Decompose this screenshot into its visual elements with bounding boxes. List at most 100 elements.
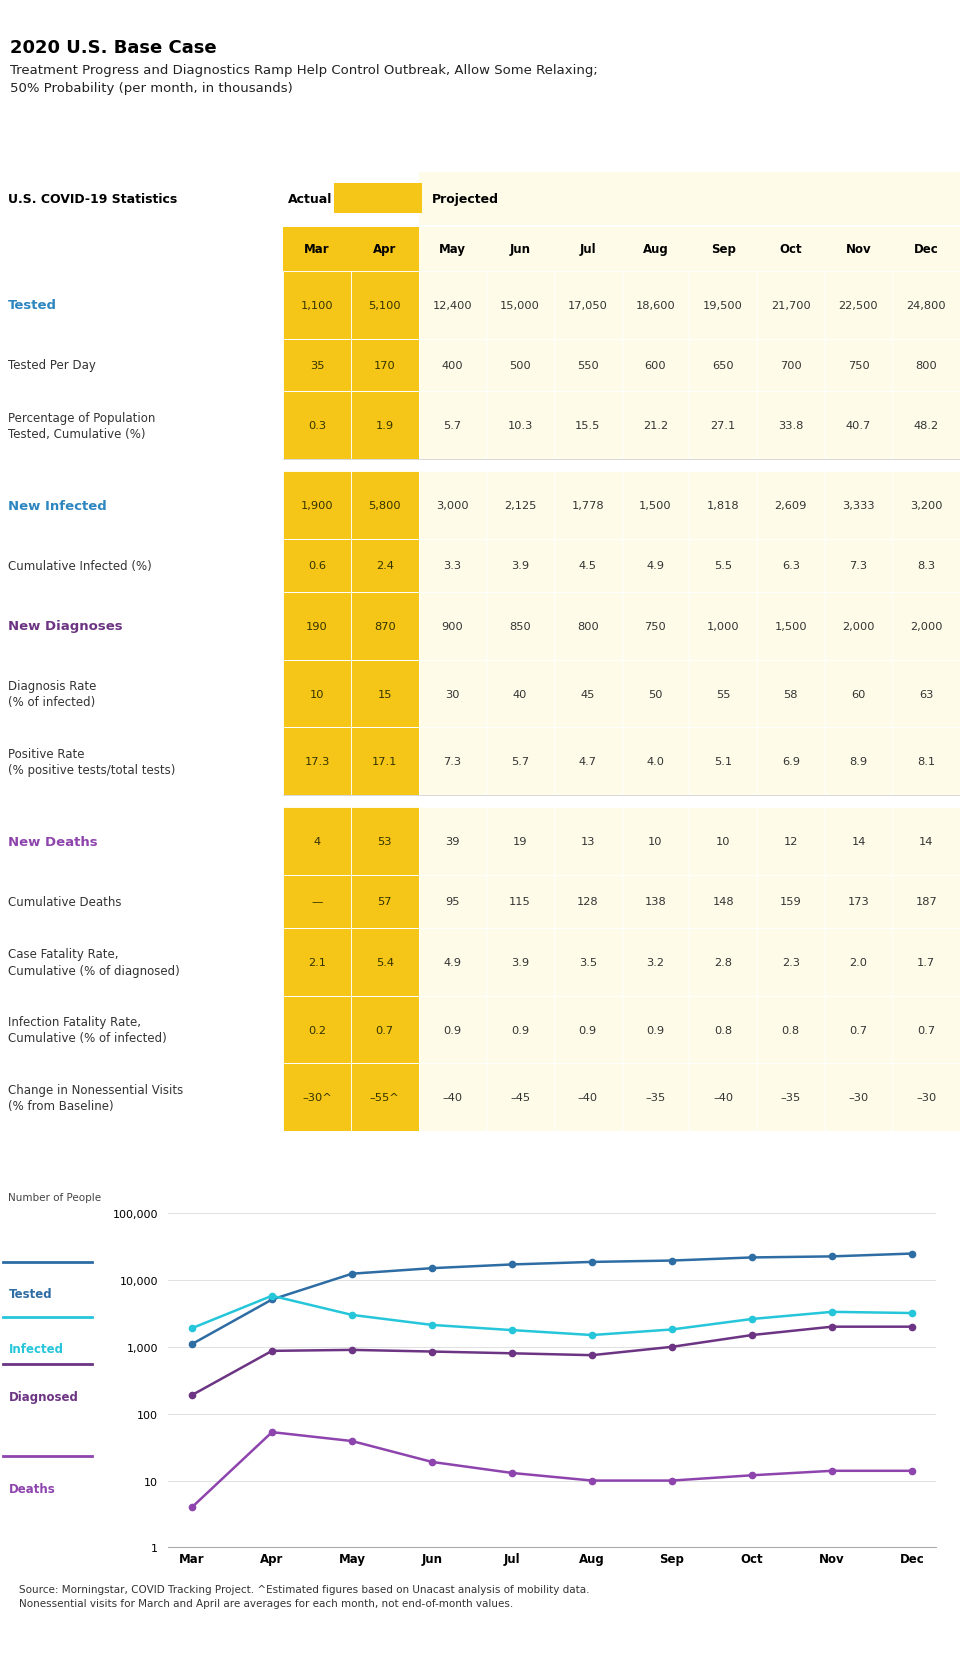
Bar (419, 473, 486, 539)
Text: 4.5: 4.5 (579, 561, 597, 571)
Bar (689, 661, 756, 727)
Bar (621, 727, 689, 795)
Text: 1,500: 1,500 (775, 621, 807, 631)
Text: New Diagnoses: New Diagnoses (8, 621, 122, 632)
Text: 50: 50 (648, 689, 662, 699)
Text: 2,000: 2,000 (910, 621, 943, 631)
Bar (689, 539, 756, 592)
Bar (419, 875, 486, 929)
Text: 650: 650 (712, 361, 734, 371)
Bar (554, 539, 621, 592)
Text: Infected: Infected (9, 1343, 63, 1356)
Bar (419, 539, 486, 592)
Text: 12: 12 (783, 837, 798, 847)
Bar (486, 727, 554, 795)
Bar (419, 228, 960, 271)
Bar (419, 173, 960, 225)
Bar (756, 393, 825, 459)
Bar (351, 393, 419, 459)
Text: 40: 40 (513, 689, 527, 699)
Text: 5.5: 5.5 (714, 561, 732, 571)
Bar (554, 339, 621, 393)
Text: –30: –30 (849, 1093, 869, 1103)
Text: 2,609: 2,609 (775, 501, 807, 511)
Bar (283, 807, 351, 875)
Bar (825, 1063, 892, 1132)
Bar (892, 807, 960, 875)
Text: 0.2: 0.2 (308, 1025, 326, 1035)
Bar (351, 473, 419, 539)
Text: 187: 187 (915, 897, 937, 907)
Text: Tested: Tested (8, 300, 57, 311)
Bar (621, 875, 689, 929)
Bar (892, 473, 960, 539)
Text: 8.3: 8.3 (917, 561, 935, 571)
Text: 48.2: 48.2 (914, 421, 939, 431)
Text: Diagnosis Rate
(% of infected): Diagnosis Rate (% of infected) (8, 679, 96, 709)
Text: 3.5: 3.5 (579, 957, 597, 967)
Text: 3,200: 3,200 (910, 501, 943, 511)
Text: 2.8: 2.8 (714, 957, 732, 967)
Text: Treatment Progress and Diagnostics Ramp Help Control Outbreak, Allow Some Relaxi: Treatment Progress and Diagnostics Ramp … (10, 63, 597, 95)
Bar (486, 807, 554, 875)
Bar (892, 393, 960, 459)
Bar (351, 271, 419, 339)
Bar (283, 271, 351, 339)
Bar (825, 807, 892, 875)
Text: 870: 870 (373, 621, 396, 631)
Bar (756, 1063, 825, 1132)
Text: 5.4: 5.4 (375, 957, 394, 967)
Text: Tested: Tested (9, 1288, 52, 1301)
Bar (554, 473, 621, 539)
Bar (419, 929, 486, 997)
Bar (892, 539, 960, 592)
Text: 55: 55 (716, 689, 731, 699)
Text: 39: 39 (445, 837, 460, 847)
Text: Mar: Mar (304, 243, 330, 256)
Bar (419, 592, 486, 661)
Bar (756, 473, 825, 539)
Text: 14: 14 (852, 837, 866, 847)
Bar (621, 929, 689, 997)
Text: 10: 10 (648, 837, 662, 847)
Bar (756, 997, 825, 1063)
Bar (825, 393, 892, 459)
Text: 700: 700 (780, 361, 802, 371)
Bar (283, 592, 351, 661)
Bar (486, 393, 554, 459)
Text: 15: 15 (377, 689, 392, 699)
Bar (825, 997, 892, 1063)
Text: 138: 138 (644, 897, 666, 907)
Text: Nov: Nov (846, 243, 872, 256)
Text: 0.3: 0.3 (308, 421, 326, 431)
Text: Tested Per Day: Tested Per Day (8, 359, 96, 373)
Bar (351, 339, 419, 393)
Bar (825, 875, 892, 929)
Text: Diagnosed: Diagnosed (9, 1389, 79, 1403)
Bar (351, 929, 419, 997)
Bar (756, 271, 825, 339)
Bar (419, 807, 486, 875)
Bar (756, 592, 825, 661)
Text: 0.9: 0.9 (579, 1025, 597, 1035)
Text: 0.8: 0.8 (714, 1025, 732, 1035)
Bar (554, 875, 621, 929)
Text: 1,000: 1,000 (707, 621, 739, 631)
Text: 27.1: 27.1 (710, 421, 735, 431)
Bar (689, 592, 756, 661)
Text: –35: –35 (780, 1093, 801, 1103)
Bar (621, 539, 689, 592)
Bar (351, 592, 419, 661)
Bar (621, 393, 689, 459)
Text: 5.1: 5.1 (714, 757, 732, 767)
Text: 115: 115 (509, 897, 531, 907)
Bar (825, 539, 892, 592)
Bar (351, 875, 419, 929)
Bar (892, 592, 960, 661)
Text: Jun: Jun (510, 243, 531, 256)
Bar (486, 592, 554, 661)
Text: 800: 800 (577, 621, 599, 631)
Text: 0.9: 0.9 (646, 1025, 664, 1035)
Text: U.S. COVID-19 Statistics: U.S. COVID-19 Statistics (8, 193, 177, 206)
Bar (554, 997, 621, 1063)
